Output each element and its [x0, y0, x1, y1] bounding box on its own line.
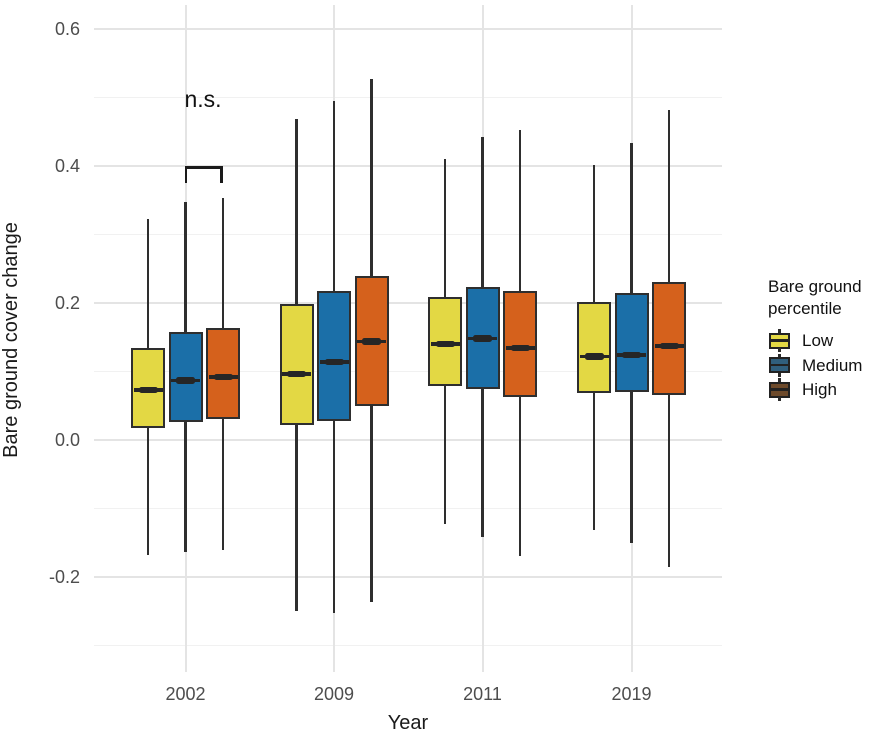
box-high-2011	[503, 290, 537, 397]
upper-whisker-low-2019	[592, 164, 596, 302]
lower-whisker-high-2009	[370, 406, 373, 603]
y-tick-label: 0.2	[54, 293, 80, 313]
box-medium-2009	[317, 291, 351, 421]
median-center-high-2019	[659, 342, 679, 350]
y-tick-label: 0.0	[54, 430, 80, 450]
legend-label-high: High	[802, 380, 837, 399]
gridline-major-horizontal	[94, 28, 722, 30]
high-boxplot-key-icon	[768, 378, 791, 401]
upper-whisker-medium-2009	[332, 100, 336, 292]
upper-whisker-high-2011	[518, 130, 522, 291]
x-axis-title: Year	[387, 712, 429, 734]
legend-label-medium: Medium	[802, 355, 863, 375]
lower-whisker-medium-2019	[630, 392, 633, 543]
plot-panel	[94, 5, 722, 672]
y-tick-label: 0.4	[54, 156, 80, 176]
y-tick-label: 0.6	[54, 19, 80, 39]
median-center-low-2011	[435, 340, 455, 348]
low-boxplot-key-icon	[768, 329, 791, 352]
median-center-low-2019	[584, 353, 604, 360]
lower-whisker-low-2011	[443, 385, 447, 525]
lower-whisker-low-2009	[295, 424, 298, 611]
gridline-minor-horizontal	[94, 644, 722, 647]
median-center-medium-2002	[176, 377, 195, 384]
upper-whisker-low-2011	[443, 159, 447, 297]
gridline-major-horizontal	[94, 439, 722, 441]
upper-whisker-medium-2011	[481, 136, 484, 288]
significance-label: n.s.	[184, 86, 222, 112]
upper-whisker-high-2009	[370, 79, 373, 277]
gridline-minor-horizontal	[94, 96, 722, 99]
upper-whisker-high-2019	[667, 109, 671, 282]
x-tick-label: 2011	[463, 684, 502, 704]
lower-whisker-low-2019	[592, 392, 596, 530]
box-low-2019	[577, 301, 611, 393]
median-center-high-2011	[510, 344, 530, 352]
significance-bracket-left-tick	[184, 166, 187, 183]
box-high-2019	[652, 281, 686, 395]
legend-title-line1: Bare ground	[768, 277, 862, 296]
lower-whisker-low-2002	[146, 427, 150, 556]
median-center-high-2002	[213, 373, 233, 381]
upper-whisker-low-2009	[295, 119, 298, 305]
lower-whisker-medium-2011	[481, 388, 484, 538]
lower-whisker-medium-2009	[332, 420, 336, 613]
gridline-minor-horizontal	[94, 370, 722, 373]
box-high-2002	[206, 328, 240, 419]
y-tick-label: -0.2	[48, 567, 80, 587]
gridline-major-horizontal	[94, 576, 722, 578]
significance-bracket-top	[184, 166, 223, 169]
y-axis-title: Bare ground cover change	[0, 222, 22, 458]
gridline-major-horizontal	[94, 302, 722, 304]
lower-whisker-medium-2002	[184, 421, 187, 552]
upper-whisker-high-2002	[221, 197, 225, 329]
median-center-low-2009	[287, 370, 306, 378]
lower-whisker-high-2011	[518, 396, 522, 557]
median-center-high-2009	[362, 338, 381, 345]
median-center-medium-2011	[473, 335, 492, 342]
x-tick-label: 2019	[611, 684, 652, 704]
x-tick-label: 2002	[165, 684, 206, 704]
legend-title-line2: percentile	[768, 299, 842, 318]
medium-boxplot-key-icon	[768, 353, 791, 377]
median-center-medium-2019	[622, 351, 641, 359]
median-center-medium-2009	[324, 358, 344, 366]
box-low-2009	[279, 304, 314, 425]
box-medium-2019	[614, 292, 649, 393]
upper-whisker-medium-2002	[184, 201, 187, 333]
gridline-major-horizontal	[94, 165, 722, 167]
x-tick-label: 2009	[313, 684, 355, 704]
median-center-low-2002	[138, 386, 158, 394]
significance-bracket-right-tick	[220, 166, 223, 183]
lower-whisker-high-2002	[221, 418, 225, 551]
upper-whisker-low-2002	[146, 218, 150, 348]
upper-whisker-medium-2019	[630, 142, 633, 293]
legend-label-low: Low	[802, 331, 834, 350]
gridline-minor-horizontal	[94, 233, 722, 236]
lower-whisker-high-2019	[667, 394, 671, 567]
gridline-minor-horizontal	[94, 507, 722, 510]
box-medium-2002	[168, 332, 203, 422]
